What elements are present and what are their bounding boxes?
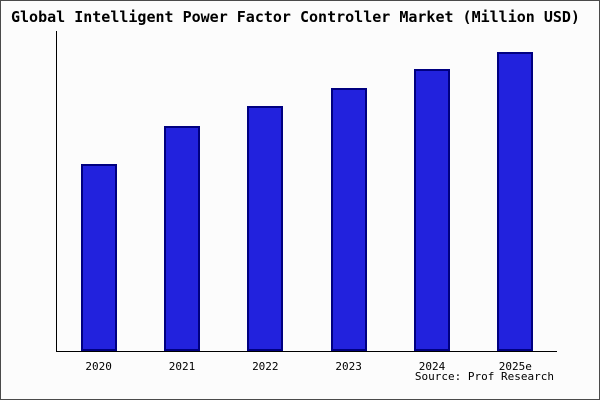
x-tick-label: 2024 [418, 360, 446, 373]
bar-slot: 2023 [330, 31, 367, 373]
bar [163, 126, 200, 351]
bars-container: 2020 2021 2022 2023 2024 2025e [57, 31, 557, 373]
chart-title: Global Intelligent Power Factor Controll… [11, 8, 580, 26]
bar [330, 88, 367, 351]
source-label: Source: Prof Research [414, 370, 554, 383]
bar-slot: 2024 [413, 31, 450, 373]
bar [413, 69, 450, 351]
bar-slot: 2022 [247, 31, 284, 373]
plot-area: 2020 2021 2022 2023 2024 2025e [56, 31, 557, 373]
x-tick-label: 2025e [498, 360, 532, 373]
x-tick-label: 2020 [85, 360, 112, 373]
x-tick-label: 2023 [335, 360, 362, 373]
bar [80, 164, 117, 351]
x-tick-label: 2022 [252, 360, 279, 373]
bar-slot: 2021 [163, 31, 200, 373]
x-tick-label: 2021 [168, 360, 196, 373]
bar-slot: 2020 [80, 31, 117, 373]
bar-slot: 2025e [497, 31, 534, 373]
bar [497, 52, 534, 351]
bar [247, 106, 284, 351]
